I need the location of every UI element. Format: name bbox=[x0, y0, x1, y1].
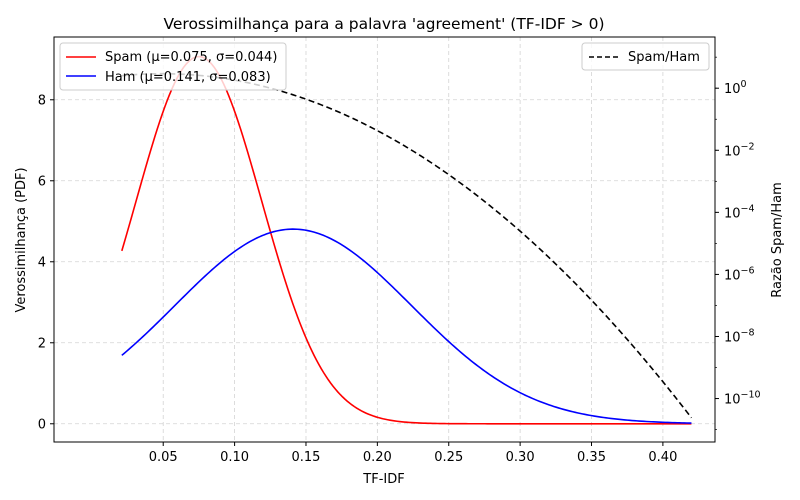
x-axis-label: TF-IDF bbox=[362, 472, 404, 487]
x-tick-label: 0.10 bbox=[220, 450, 249, 465]
series-line-spam-ham bbox=[121, 72, 693, 419]
legend-ratio-label: Spam/Ham bbox=[628, 50, 700, 65]
x-tick-label: 0.30 bbox=[506, 450, 535, 465]
chart-title: Verossimilhança para a palavra 'agreemen… bbox=[163, 15, 604, 33]
legend-spam-label: Spam (μ=0.075, σ=0.044) bbox=[105, 50, 277, 65]
y-axis-left: 0 2 4 6 8 bbox=[38, 93, 54, 432]
y-axis-left-label: Verossimilhança (PDF) bbox=[14, 167, 29, 312]
y-tick-right-label: 10−2 bbox=[724, 141, 755, 159]
series-line-spam bbox=[121, 55, 692, 425]
y-tick-right-label: 10−10 bbox=[724, 390, 761, 408]
legend-right: Spam/Ham bbox=[581, 42, 710, 71]
x-tick-label: 0.20 bbox=[363, 450, 392, 465]
x-tick-label: 0.40 bbox=[648, 450, 677, 465]
y-axis-right-label: Razão Spam/Ham bbox=[770, 182, 785, 298]
y-tick-left-label: 4 bbox=[38, 255, 46, 270]
x-tick-label: 0.25 bbox=[434, 450, 463, 465]
x-axis: 0.05 0.10 0.15 0.20 0.25 0.30 0.35 0.40 bbox=[149, 442, 677, 465]
y-tick-right-label: 10−6 bbox=[724, 265, 755, 283]
legend-right-box bbox=[581, 42, 710, 71]
y-tick-right-label: 10−4 bbox=[724, 203, 755, 221]
y-tick-left-label: 6 bbox=[38, 174, 46, 189]
x-tick-label: 0.15 bbox=[292, 450, 321, 465]
x-tick-label: 0.05 bbox=[149, 450, 178, 465]
y-axis-right: 100 10−2 10−4 10−6 10−8 10−10 bbox=[715, 56, 761, 430]
y-tick-right-label: 100 bbox=[724, 79, 747, 97]
y-tick-right-label: 10−8 bbox=[724, 327, 755, 345]
y-tick-left-label: 2 bbox=[38, 336, 46, 351]
x-tick-label: 0.35 bbox=[577, 450, 606, 465]
series-line-ham bbox=[121, 228, 692, 424]
legend-left: Spam (μ=0.075, σ=0.044) Ham (μ=0.141, σ=… bbox=[59, 42, 287, 91]
grid bbox=[54, 37, 715, 442]
series-group bbox=[121, 55, 693, 425]
y-tick-left-label: 0 bbox=[38, 417, 46, 432]
legend-ham-label: Ham (μ=0.141, σ=0.083) bbox=[105, 70, 271, 85]
plot-frame bbox=[53, 36, 716, 443]
legend-left-box bbox=[59, 42, 287, 91]
y-tick-left-label: 8 bbox=[38, 93, 46, 108]
